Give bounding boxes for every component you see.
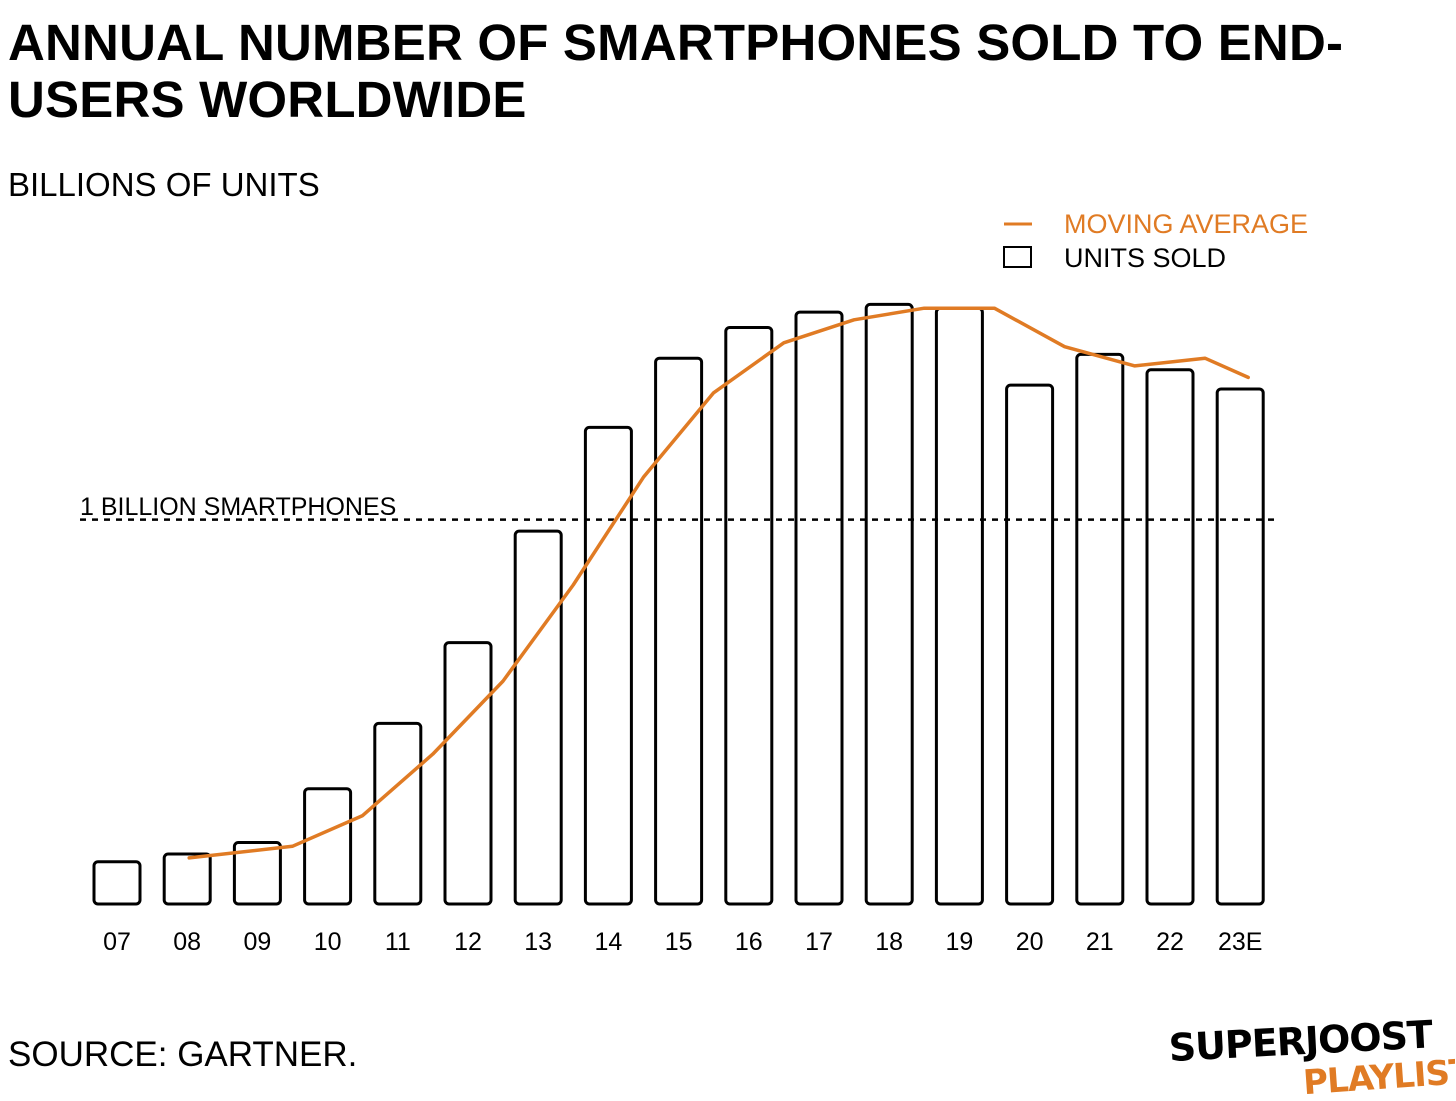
- bar-08: [162, 852, 212, 906]
- bar-12: [443, 641, 493, 906]
- x-tick-label: 12: [454, 928, 482, 956]
- x-tick-label: 23E: [1218, 928, 1262, 956]
- reference-line-group: 1 BILLION SMARTPHONES: [80, 493, 1277, 521]
- bar-11: [373, 721, 423, 906]
- x-tick-label: 13: [524, 928, 552, 956]
- bar-20: [1005, 383, 1055, 906]
- x-tick-label: 21: [1086, 928, 1114, 956]
- x-tick-label: 07: [103, 928, 131, 956]
- reference-line-label: 1 BILLION SMARTPHONES: [80, 493, 396, 521]
- bar-13: [513, 529, 563, 906]
- bar-18: [864, 302, 914, 906]
- legend-units-sold-swatch: [1003, 246, 1032, 268]
- bar-22: [1145, 368, 1195, 906]
- x-tick-label: 15: [665, 928, 693, 956]
- x-tick-label: 10: [314, 928, 342, 956]
- legend: MOVING AVERAGE UNITS SOLD: [1003, 209, 1308, 273]
- chart-subtitle: BILLIONS OF UNITS: [8, 166, 320, 203]
- x-tick-label: 17: [805, 928, 833, 956]
- x-axis-ticks: 07 08 09 10 11 12 13 14 15 16 17 18 19 20 21 22 23E: [103, 928, 1262, 956]
- bar-19: [934, 306, 984, 906]
- x-tick-label: 20: [1016, 928, 1044, 956]
- x-tick-label: 09: [243, 928, 271, 956]
- bar-09: [232, 841, 282, 906]
- x-tick-label: 11: [385, 928, 411, 956]
- x-tick-label: 19: [945, 928, 973, 956]
- bar-07: [92, 860, 142, 906]
- bar-17: [794, 310, 844, 906]
- bar-23E: [1215, 387, 1265, 906]
- bar-chart: MOVING AVERAGE UNITS SOLD 1 BILLION SMAR…: [80, 209, 1308, 956]
- x-tick-label: 22: [1156, 928, 1184, 956]
- bar-16: [724, 325, 774, 906]
- x-tick-label: 18: [875, 928, 903, 956]
- bar-14: [583, 425, 633, 906]
- x-tick-label: 14: [594, 928, 622, 956]
- chart-title: ANNUAL NUMBER OF SMARTPHONES SOLD TO END…: [8, 14, 1344, 128]
- superjoost-playlist-logo: SUPERJOOST PLAYLIST: [1168, 1012, 1455, 1100]
- legend-moving-average-label: MOVING AVERAGE: [1064, 209, 1308, 239]
- bar-21: [1075, 352, 1125, 906]
- moving-average-group: [187, 306, 1250, 860]
- bars-group: [92, 302, 1265, 906]
- bar-10: [303, 787, 353, 906]
- x-tick-label: 16: [735, 928, 763, 956]
- moving-average-line: [187, 306, 1250, 860]
- x-tick-label: 08: [173, 928, 201, 956]
- legend-units-sold-label: UNITS SOLD: [1064, 243, 1226, 273]
- bar-15: [654, 356, 704, 906]
- source-note: SOURCE: GARTNER.: [8, 1035, 358, 1074]
